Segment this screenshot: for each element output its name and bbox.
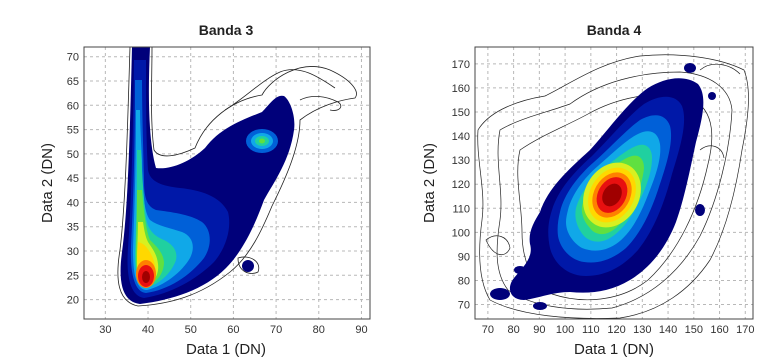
x-tick-label: 160 [710,324,728,336]
density-banda3 [117,47,357,307]
y-tick-label: 150 [452,107,470,119]
y-tick-label: 45 [67,173,79,185]
contour-line [699,145,725,159]
blob [695,204,705,216]
y-tick-label: 160 [452,83,470,95]
x-tick-label: 100 [556,324,574,336]
y-tick-label: 140 [452,131,470,143]
contour-line [299,96,342,111]
contour-line [117,47,357,307]
isolated-blob [242,260,254,272]
plot-frame-banda3 [83,46,371,320]
contour-line [237,256,260,274]
y-tick-label: 110 [452,203,470,215]
contour-line [485,235,511,255]
y-tick-label: 35 [67,222,79,234]
x-tick-label: 80 [313,324,325,336]
chart-title-banda3: Banda 3 [199,22,254,38]
x-tick-label: 150 [685,324,703,336]
blob [708,92,716,100]
contour-line [224,69,336,111]
x-tick-label: 70 [270,324,282,336]
scattered-blobs-banda4 [490,63,716,310]
x-axis-label-banda3: Data 1 (DN) [186,341,266,358]
density-banda4 [477,54,749,319]
y-tick-label: 55 [67,125,79,137]
x-tick-label: 140 [659,324,677,336]
y-tick-label: 90 [458,251,470,263]
x-tick-label: 70 [482,324,494,336]
y-axis-label-banda4: Data 2 (DN) [421,143,438,223]
x-tick-label: 110 [582,324,600,336]
chart-title-banda4: Banda 4 [587,22,642,38]
x-tick-label: 90 [355,324,367,336]
y-tick-label: 60 [67,100,79,112]
density-level-11 [142,271,150,283]
y-tick-label: 70 [458,300,470,312]
x-tick-label: 60 [227,324,239,336]
contour-lines-banda3 [117,47,357,307]
blob [684,63,696,73]
x-tick-label: 170 [736,324,754,336]
y-tick-label: 130 [452,155,470,167]
blob [514,266,526,274]
y-tick-label: 40 [67,197,79,209]
y-tick-label: 25 [67,270,79,282]
plot-frame-banda4 [474,46,754,320]
ticks-banda3: 30 40 50 60 70 80 90 20 25 30 35 40 45 50 55 60 65 70 [67,52,368,336]
contour-line [517,94,713,301]
y-tick-label: 20 [67,295,79,307]
contour-line [496,71,733,310]
y-tick-label: 65 [67,76,79,88]
y-tick-label: 100 [452,227,470,239]
x-tick-label: 40 [142,324,154,336]
ticks-banda4: 70 80 90 100 110 120 130 140 150 160 170 70 80 90 100 1… [452,59,755,336]
contour-lines-banda4 [477,54,749,319]
x-tick-label: 90 [533,324,545,336]
contour-line [477,54,749,319]
contour-line [699,63,741,75]
panel-banda4: Banda 4 [421,22,754,358]
y-tick-label: 50 [67,149,79,161]
blob [490,288,510,300]
density-level-11 [602,183,622,207]
y-tick-label: 30 [67,246,79,258]
x-tick-label: 50 [185,324,197,336]
x-tick-label: 130 [633,324,651,336]
x-tick-label: 30 [99,324,111,336]
y-tick-label: 80 [458,275,470,287]
secondary-peak-level-6 [259,138,265,144]
blob [533,302,547,310]
panel-banda3: Banda 3 [39,22,371,358]
y-tick-label: 170 [452,59,470,71]
x-tick-label: 80 [507,324,519,336]
x-tick-label: 120 [607,324,625,336]
y-axis-label-banda3: Data 2 (DN) [39,143,56,223]
y-tick-label: 70 [67,52,79,64]
x-axis-label-banda4: Data 1 (DN) [574,341,654,358]
y-tick-label: 120 [452,179,470,191]
